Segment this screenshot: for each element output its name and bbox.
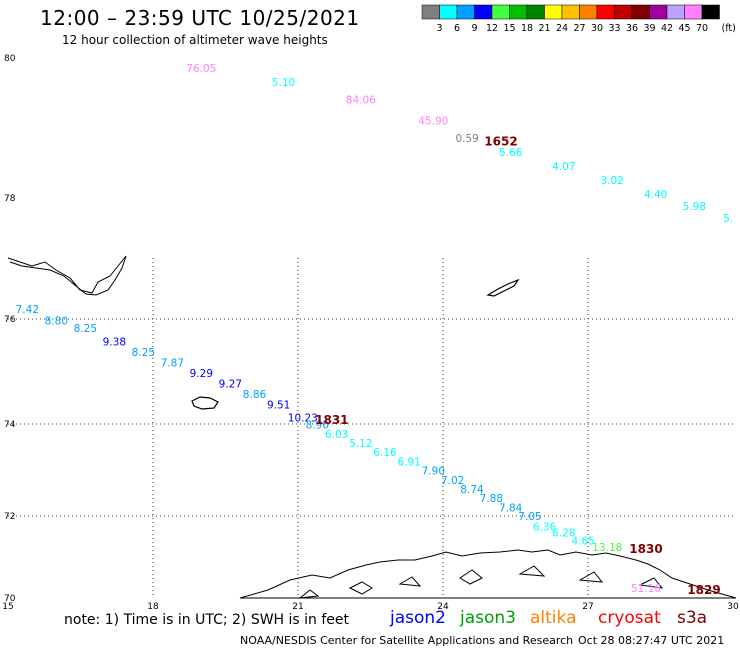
swh-value: 6.16 [373, 447, 397, 459]
swh-value: 6.28 [552, 528, 575, 540]
pass-time-label: 1830 [629, 542, 662, 556]
satellite-jason3: jason3 [460, 608, 516, 628]
coastline-norway [239, 549, 737, 599]
swh-value: 76.05 [186, 63, 216, 75]
legend-bin-label: 24 [556, 23, 568, 34]
legend-bin-label: 6 [454, 23, 460, 34]
color-legend: 3 6 9 12 15 18 21 24 27 30 33 36 39 42 45 70 (ft) [421, 4, 736, 34]
swh-value: 9.29 [190, 368, 213, 380]
swh-value: 8.25 [132, 347, 155, 359]
lat-tick-label: 80 [4, 54, 16, 64]
swh-value: 8.25 [74, 323, 97, 335]
legend-bin-label: 33 [608, 23, 620, 34]
legend-bin-label: 27 [573, 23, 585, 34]
lon-tick-label: 18 [147, 602, 159, 612]
swh-value: 5.12 [349, 438, 372, 450]
swh-value: 8.80 [45, 315, 68, 327]
lat-tick-label: 74 [4, 420, 16, 430]
swh-value: 7.88 [480, 493, 503, 505]
satellite-altika: altika [530, 608, 577, 628]
swh-value: 51.16 [631, 583, 661, 595]
swh-value: 8.90 [306, 420, 329, 432]
satellite-jason2: jason2 [390, 608, 446, 628]
footer-note: note: 1) Time is in UTC; 2) SWH is in fe… [64, 612, 350, 628]
pass-time-label: 1831 [315, 413, 348, 427]
lat-tick-label: 72 [4, 512, 15, 522]
swh-value: 6.36 [533, 521, 557, 533]
coastline-svalbard [7, 255, 127, 296]
lat-lon-grid [8, 258, 733, 598]
swh-value: 8.86 [243, 389, 267, 401]
lon-tick-label: 21 [292, 602, 303, 612]
swh-value: 4.40 [644, 189, 667, 201]
legend-bin-label: 3 [436, 23, 442, 34]
legend-bin-label: 9 [471, 23, 477, 34]
legend-unit: (ft) [722, 23, 736, 34]
swh-value: 7.87 [161, 357, 184, 369]
swh-value: 7.90 [422, 466, 445, 478]
swh-value: 7.84 [499, 502, 523, 514]
pass-time-label: 1829 [687, 583, 720, 597]
swh-value: 9.51 [267, 399, 290, 411]
swh-value: 5.66 [499, 147, 523, 159]
legend-bin-label: 70 [696, 23, 708, 34]
swh-value: 4.65 [571, 536, 594, 548]
swh-value: 4.07 [552, 161, 575, 173]
page-subtitle: 12 hour collection of altimeter wave hei… [62, 33, 328, 47]
legend-bin-label: 45 [678, 23, 690, 34]
swh-value: 3.02 [600, 175, 623, 187]
swh-value: 5.10 [272, 77, 295, 89]
lon-tick-label: 27 [582, 602, 593, 612]
lon-tick-label: 24 [437, 602, 449, 612]
island-kong-karls-land [486, 278, 520, 297]
island-bjornoya [191, 396, 219, 410]
legend-bin-label: 39 [643, 23, 655, 34]
lon-tick-label: 30 [727, 602, 739, 612]
swh-observations: 76.05 5.10 84.06 45.90 0.59 5.66 4.07 3.02 4.40 5… [16, 63, 734, 595]
swh-value: 0.59 [455, 133, 478, 145]
lat-tick-label: 70 [4, 594, 16, 604]
legend-bin-label: 15 [503, 23, 515, 34]
swh-value: 8.74 [460, 484, 484, 496]
legend-bin-label: 30 [591, 23, 603, 34]
satellite-s3a: s3a [677, 608, 708, 628]
lat-tick-label: 78 [4, 194, 16, 204]
satellite-cryosat: cryosat [598, 608, 661, 628]
pass-time-labels: 1652 1831 1830 1829 [315, 135, 721, 597]
swh-value: 13.18 [592, 542, 622, 554]
lon-tick-label: 15 [2, 602, 13, 612]
swh-value: 7.42 [16, 304, 39, 316]
legend-bin-label: 21 [538, 23, 550, 34]
swh-value: 9.27 [219, 378, 242, 390]
swh-value: 10.23 [288, 412, 318, 424]
swh-value: 45.90 [418, 116, 448, 128]
axis-tick-labels: 15 18 21 24 27 30 80 78 76 74 72 70 [2, 54, 739, 612]
legend-bin-label: 36 [626, 23, 638, 34]
legend-bin-label: 42 [661, 23, 673, 34]
swh-value: 5. [723, 213, 733, 225]
pass-time-label: 1652 [484, 135, 517, 149]
swh-value: 7.05 [518, 511, 541, 523]
swh-value: 6.91 [397, 456, 420, 468]
swh-value: 6.03 [325, 429, 348, 441]
generated-timestamp: Oct 28 08:27:47 UTC 2021 [578, 634, 725, 647]
swh-value: 5.98 [683, 201, 706, 213]
swh-value: 84.06 [346, 95, 376, 107]
legend-swatch [701, 4, 720, 20]
legend-bin-label: 12 [486, 23, 498, 34]
lat-tick-label: 76 [4, 315, 16, 325]
legend-bin-label: 18 [521, 23, 533, 34]
swh-value: 7.02 [441, 475, 464, 487]
page-title: 12:00 – 23:59 UTC 10/25/2021 [40, 6, 360, 30]
swh-value: 9.38 [103, 336, 126, 348]
credit-text: NOAA/NESDIS Center for Satellite Applica… [240, 634, 574, 647]
